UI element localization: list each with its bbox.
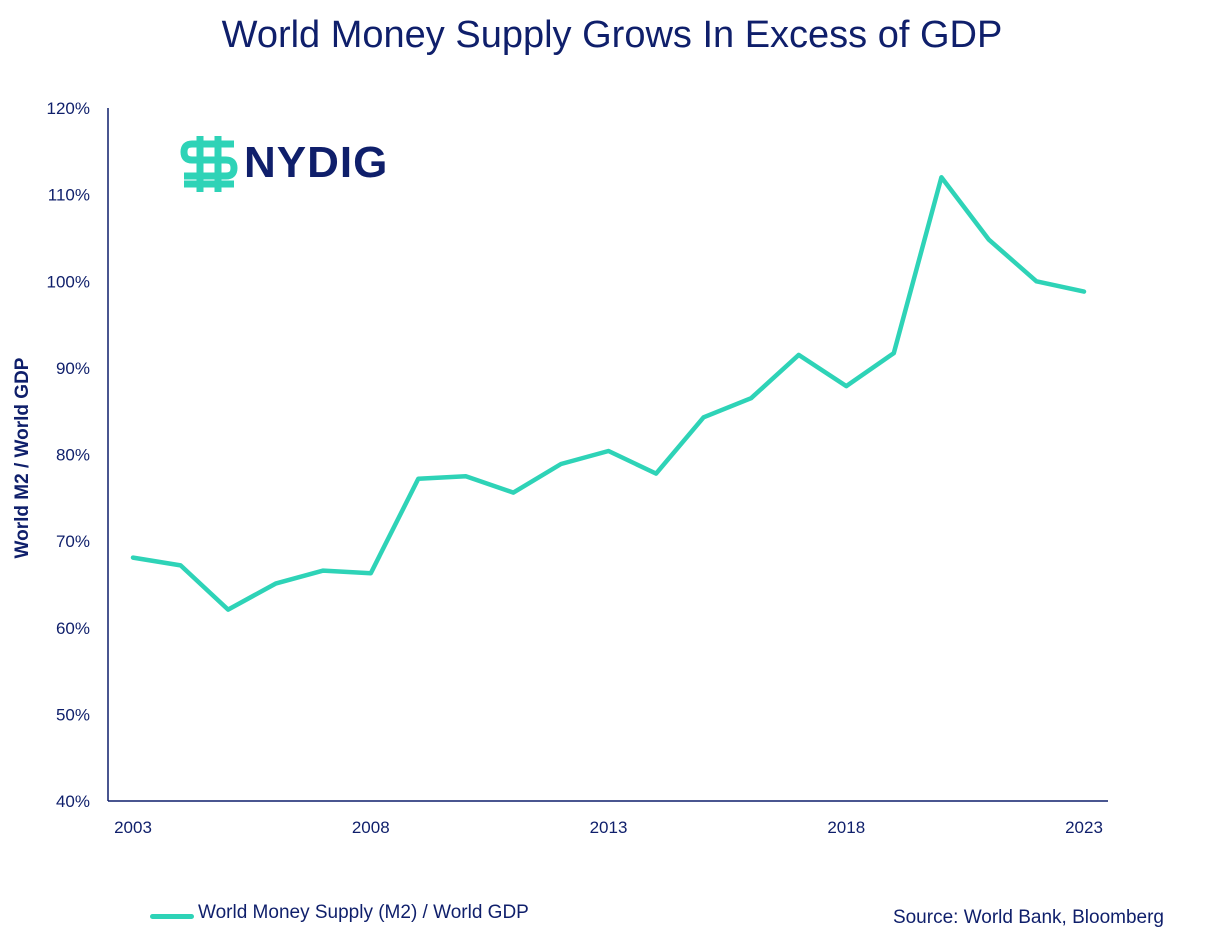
nydig-logo: NYDIG: [180, 134, 400, 194]
x-tick-label: 2023: [1065, 818, 1103, 837]
y-tick-label: 40%: [56, 792, 90, 811]
x-tick-label: 2008: [352, 818, 390, 837]
chart-title: World Money Supply Grows In Excess of GD…: [221, 14, 1003, 56]
y-tick-label: 80%: [56, 446, 90, 465]
legend-swatch: [150, 914, 194, 919]
legend-label: World Money Supply (M2) / World GDP: [198, 902, 529, 923]
y-tick-label: 90%: [56, 359, 90, 378]
x-axis-ticks: 2003 2008 2013 2018 2023: [114, 818, 1103, 837]
x-tick-label: 2013: [590, 818, 628, 837]
y-axis-title: World M2 / World GDP: [12, 357, 33, 558]
y-tick-label: 100%: [47, 272, 90, 291]
y-tick-label: 70%: [56, 532, 90, 551]
series-line: [130, 175, 1087, 612]
y-axis-ticks: 40% 50% 60% 70% 80% 90% 100% 110% 120%: [47, 99, 90, 811]
y-tick-label: 120%: [47, 99, 90, 118]
x-tick-label: 2018: [827, 818, 865, 837]
source-note: Source: World Bank, Bloomberg: [892, 907, 1164, 928]
y-tick-label: 110%: [48, 186, 90, 205]
y-tick-label: 50%: [56, 705, 90, 724]
series-group: [130, 175, 1087, 612]
y-tick-label: 60%: [56, 619, 90, 638]
logo-text: NYDIG: [244, 138, 389, 187]
nydig-dollar-icon: [180, 136, 238, 192]
x-tick-label: 2003: [114, 818, 152, 837]
